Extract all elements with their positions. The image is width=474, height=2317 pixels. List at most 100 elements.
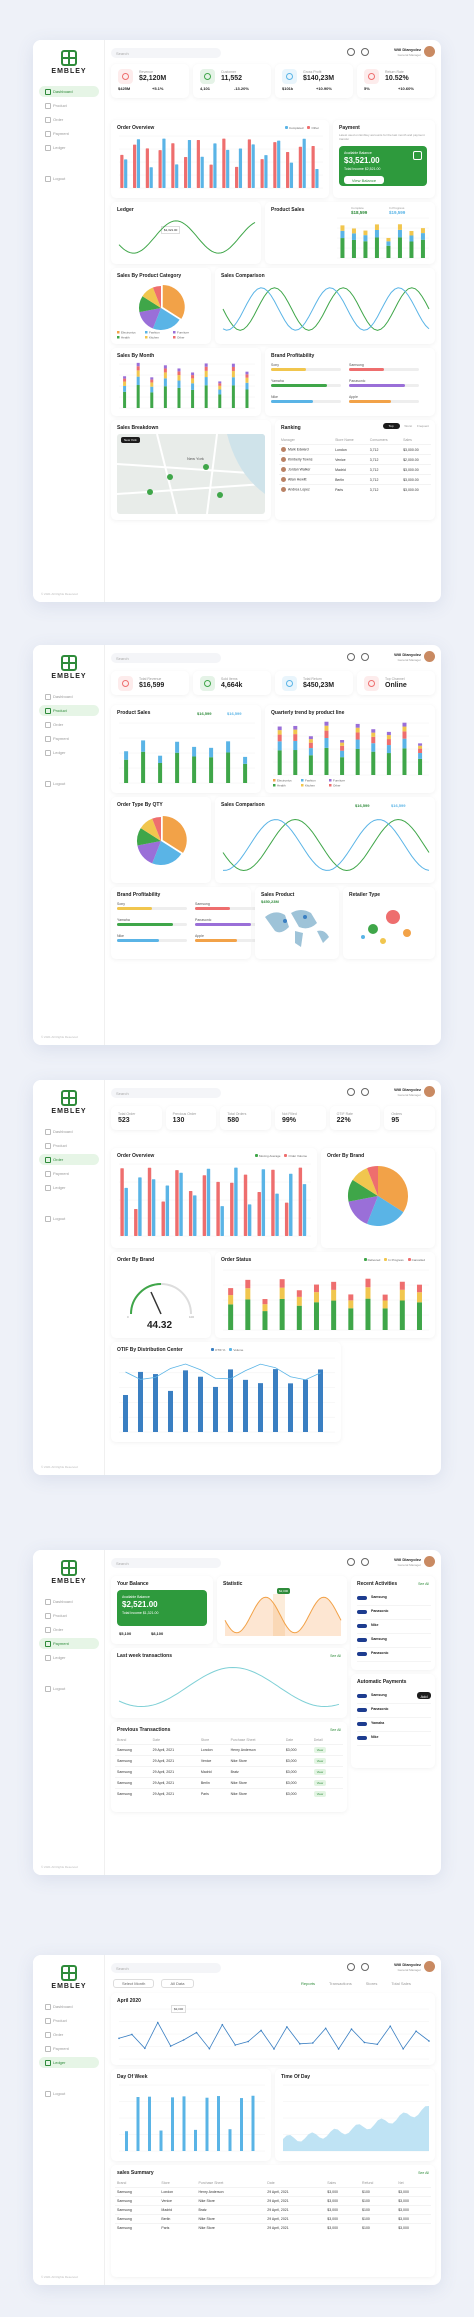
sidebar-item-logout[interactable]: Logout xyxy=(39,778,99,789)
city-map[interactable]: New York New York xyxy=(117,434,265,514)
brand-logo[interactable]: EMBLEY xyxy=(49,1090,89,1115)
notification-bell-icon[interactable] xyxy=(347,653,355,661)
view-button[interactable]: View xyxy=(313,1780,327,1786)
view-button[interactable]: View xyxy=(313,1758,327,1764)
sidebar-item-payment[interactable]: Payment xyxy=(39,1638,99,1649)
table-row[interactable]: Samsung 29 April, 2021 Madrid Bratz $3,000 Vi… xyxy=(115,1766,343,1778)
notification-bell-icon[interactable] xyxy=(347,1963,355,1971)
list-item[interactable]: Panasonic xyxy=(357,1704,431,1718)
notification-bell-icon[interactable] xyxy=(347,48,355,56)
avatar[interactable] xyxy=(424,1086,435,1097)
sidebar-item-payment[interactable]: Payment xyxy=(39,128,99,139)
gear-icon[interactable] xyxy=(361,1963,369,1971)
list-item[interactable]: Panasonic xyxy=(357,1606,431,1620)
table-row[interactable]: Kimberly Towns Venice 3,712 $2,000.00 xyxy=(279,454,431,465)
sidebar-item-order[interactable]: Order xyxy=(39,1154,99,1165)
search-input[interactable]: Search xyxy=(111,1088,221,1098)
tab-top[interactable]: Top xyxy=(382,423,400,429)
avatar[interactable] xyxy=(424,1556,435,1567)
search-input[interactable]: Search xyxy=(111,1963,221,1973)
sidebar-item-payment[interactable]: Payment xyxy=(39,1168,99,1179)
brand-logo[interactable]: EMBLEY xyxy=(49,1965,89,1990)
sidebar-item-logout[interactable]: Logout xyxy=(39,173,99,184)
avatar[interactable] xyxy=(424,1961,435,1972)
list-item[interactable]: Nike xyxy=(357,1620,431,1634)
search-input[interactable]: Search xyxy=(111,653,221,663)
view-balance-button[interactable]: View Balance xyxy=(344,176,384,184)
table-row[interactable]: Mark Edward London 3,712 $3,000.00 xyxy=(279,444,431,455)
sidebar-item-dashboard[interactable]: Dashboard xyxy=(39,691,99,702)
tab-frequent[interactable]: Frequent xyxy=(416,424,429,428)
sidebar-item-product[interactable]: Product xyxy=(39,100,99,111)
sidebar-item-dashboard[interactable]: Dashboard xyxy=(39,86,99,97)
table-row[interactable]: Jordan Walker Madrid 3,712 $3,000.00 xyxy=(279,464,431,475)
list-item[interactable]: Yamaha xyxy=(357,1718,431,1732)
sidebar-item-product[interactable]: Product xyxy=(39,705,99,716)
tab-total-sales[interactable]: Total Sales xyxy=(391,1981,411,1986)
sidebar-item-product[interactable]: Product xyxy=(39,1610,99,1621)
table-row[interactable]: Samsung Berlin Nike Store 29 April, 2021 $3,… xyxy=(115,2214,431,2224)
sidebar-item-dashboard[interactable]: Dashboard xyxy=(39,2001,99,2012)
tab-stores[interactable]: Stores xyxy=(365,1981,378,1986)
map-pin-icon[interactable] xyxy=(217,492,223,498)
list-item[interactable]: Samsung xyxy=(357,1592,431,1606)
tab-worst[interactable]: Worst xyxy=(404,424,413,428)
month-select[interactable]: Select Month xyxy=(113,1979,155,1988)
notification-bell-icon[interactable] xyxy=(347,1088,355,1096)
see-all-link[interactable]: See All xyxy=(418,1582,429,1586)
sidebar-item-ledger[interactable]: Ledger xyxy=(39,142,99,153)
brand-logo[interactable]: EMBLEY xyxy=(49,655,89,680)
table-row[interactable]: Samsung 29 April, 2021 Venice Nike Store $3,… xyxy=(115,1755,343,1767)
data-select[interactable]: All Data xyxy=(161,1979,194,1988)
table-row[interactable]: Samsung 29 April, 2021 London Henry Anderso… xyxy=(115,1744,343,1756)
sidebar-item-dashboard[interactable]: Dashboard xyxy=(39,1596,99,1607)
sidebar-item-product[interactable]: Product xyxy=(39,2015,99,2026)
brand-logo[interactable]: EMBLEY xyxy=(49,50,89,75)
city-tab[interactable]: New York xyxy=(121,437,140,443)
sidebar-item-logout[interactable]: Logout xyxy=(39,1213,99,1224)
map-pin-icon[interactable] xyxy=(203,464,209,470)
notification-bell-icon[interactable] xyxy=(347,1558,355,1566)
sidebar-item-dashboard[interactable]: Dashboard xyxy=(39,1126,99,1137)
see-all-link[interactable]: See All xyxy=(330,1654,341,1658)
sidebar-item-product[interactable]: Product xyxy=(39,1140,99,1151)
sidebar-item-order[interactable]: Order xyxy=(39,114,99,125)
table-row[interactable]: Samsung London Henry Anderson 29 April, 202… xyxy=(115,2187,431,2197)
sidebar-item-order[interactable]: Order xyxy=(39,2029,99,2040)
search-input[interactable]: Search xyxy=(111,48,221,58)
gear-icon[interactable] xyxy=(361,1088,369,1096)
see-all-link[interactable]: See All xyxy=(418,2171,429,2175)
tab-transactions[interactable]: Transactions xyxy=(329,1981,352,1986)
view-button[interactable]: View xyxy=(313,1791,327,1797)
add-button[interactable]: Add xyxy=(417,1692,431,1699)
list-item[interactable]: Samsung xyxy=(357,1634,431,1648)
sidebar-item-payment[interactable]: Payment xyxy=(39,733,99,744)
tab-reports[interactable]: Reports xyxy=(301,1981,316,1986)
list-item[interactable]: Panasonic xyxy=(357,1648,431,1662)
table-row[interactable]: Samsung 29 April, 2021 Paris Nike Store $3,0… xyxy=(115,1788,343,1799)
view-button[interactable]: View xyxy=(313,1769,327,1775)
gear-icon[interactable] xyxy=(361,653,369,661)
sidebar-item-ledger[interactable]: Ledger xyxy=(39,1182,99,1193)
table-row[interactable]: Samsung 29 April, 2021 Berlin Nike Store $3,… xyxy=(115,1777,343,1789)
gear-icon[interactable] xyxy=(361,48,369,56)
sidebar-item-logout[interactable]: Logout xyxy=(39,1683,99,1694)
gear-icon[interactable] xyxy=(361,1558,369,1566)
sidebar-item-ledger[interactable]: Ledger xyxy=(39,747,99,758)
avatar[interactable] xyxy=(424,46,435,57)
map-pin-icon[interactable] xyxy=(147,489,153,495)
sidebar-item-order[interactable]: Order xyxy=(39,1624,99,1635)
list-item[interactable]: Samsung Add xyxy=(357,1690,431,1704)
sidebar-item-order[interactable]: Order xyxy=(39,719,99,730)
sidebar-item-ledger[interactable]: Ledger xyxy=(39,2057,99,2068)
see-all-link[interactable]: See All xyxy=(330,1728,341,1732)
map-pin-icon[interactable] xyxy=(167,474,173,480)
table-row[interactable]: Allan Hewitt Berlin 3,712 $3,000.00 xyxy=(279,474,431,485)
list-item[interactable]: Nike xyxy=(357,1732,431,1746)
table-row[interactable]: Samsung Paris Nike Store 29 April, 2021 $3,0… xyxy=(115,2223,431,2232)
table-row[interactable]: Samsung Madrid Bratz 29 April, 2021 $3,000 $1… xyxy=(115,2205,431,2215)
sidebar-item-logout[interactable]: Logout xyxy=(39,2088,99,2099)
sidebar-item-payment[interactable]: Payment xyxy=(39,2043,99,2054)
view-button[interactable]: View xyxy=(313,1747,327,1753)
search-input[interactable]: Search xyxy=(111,1558,221,1568)
